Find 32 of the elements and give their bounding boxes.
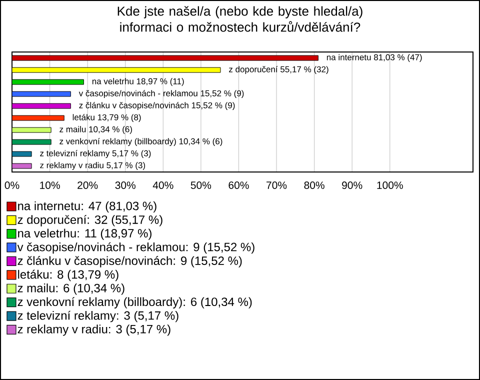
legend-label: na internetu: 47 (81,03 %) <box>18 201 156 213</box>
x-tick-label: 30% <box>115 182 136 189</box>
x-tick-label: 70% <box>266 182 287 189</box>
x-tick-label: 0% <box>4 182 20 189</box>
data-label: z reklamy v radiu 5,17 % (3) <box>40 162 146 170</box>
data-label: z doporučení 55,17 % (32) <box>229 66 328 74</box>
legend-label: z venkovní reklamy (billboardy): 6 (10,34 %) <box>18 297 252 308</box>
data-label: v časopise/novinách - reklamou 15,52 % (9) <box>78 90 244 98</box>
legend-label: na veletrhu: 11 (18,97 %) <box>18 228 152 240</box>
legend-label: v časopise/novinách - reklamou: 9 (15,52 %) <box>17 242 254 254</box>
data-label: na internetu 81,03 % (47) <box>326 54 422 62</box>
x-tick-label: 50% <box>190 182 212 189</box>
x-tick-label: 10% <box>40 182 60 189</box>
x-tick-label: 80% <box>304 182 324 189</box>
data-label: letáku 13,79 % (8) <box>72 114 141 122</box>
x-tick-label: 40% <box>152 182 174 189</box>
legend-label: z mailu: 6 (10,34 %) <box>18 284 124 295</box>
legend-label: z reklamy v radiu: 3 (5,17 %) <box>18 324 170 336</box>
x-tick-label: 90% <box>342 182 362 189</box>
x-tick-label: 100% <box>377 182 403 189</box>
chart-title: Kde jste našel/a (nebo kde byste hledal/a) informaci o možnostech kurzů/vdělávání? <box>118 6 362 32</box>
x-tick-label: 20% <box>78 182 98 189</box>
legend-label: z článku v časopise/novinách: 9 (15,52 %) <box>18 256 242 268</box>
x-tick-label: 60% <box>228 182 249 189</box>
data-label: na veletrhu 18,97 % (11) <box>92 78 184 86</box>
data-label: z venkovní reklamy (billboardy) 10,34 % (6) <box>60 138 222 146</box>
legend-label: letáku: 8 (13,79 %) <box>18 270 118 282</box>
legend-label: z televizní reklamy: 3 (5,17 %) <box>18 310 178 322</box>
data-label: z televizní reklamy 5,17 % (3) <box>40 150 151 158</box>
legend-label: z doporučení: 32 (55,17 %) <box>18 214 162 226</box>
data-label: z článku v časopise/novinách 15,52 % (9) <box>79 102 235 110</box>
data-label: z mailu 10,34 % (6) <box>60 126 132 134</box>
